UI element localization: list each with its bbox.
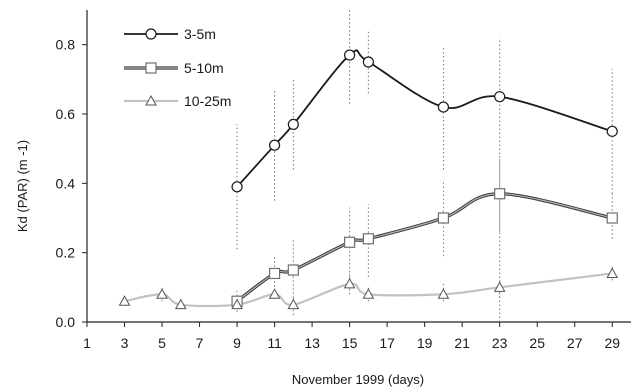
x-tick-label: 27 <box>567 335 583 351</box>
marker-10-25m <box>174 298 187 310</box>
marker-10-25m <box>156 288 168 299</box>
series-line-10-25m <box>124 272 613 308</box>
marker-3-5m <box>362 56 374 68</box>
x-tick-label: 25 <box>529 335 545 351</box>
legend-label-10-25m: 10-25m <box>184 93 231 109</box>
marker-5-10m <box>606 212 618 224</box>
x-tick-label: 23 <box>492 335 508 351</box>
x-tick-label: 5 <box>158 335 166 351</box>
legend-label-5-10m: 5-10m <box>184 60 224 76</box>
x-tick-label: 17 <box>379 335 395 351</box>
marker-5-10m <box>287 264 299 276</box>
marker-10-25m <box>606 267 619 278</box>
legend: 3-5m 5-10m 10-25m <box>124 26 231 109</box>
marker-3-5m <box>494 91 506 103</box>
x-tick-label: 19 <box>417 335 433 351</box>
marker-10-25m <box>231 298 243 310</box>
y-tick-label: 0.6 <box>56 106 76 122</box>
legend-marker-3-5m <box>145 28 157 40</box>
marker-3-5m <box>231 181 243 193</box>
y-tick-label: 0.8 <box>56 37 76 53</box>
x-tick-label: 7 <box>196 335 204 351</box>
marker-5-10m <box>437 212 450 224</box>
y-tick-label: 0.0 <box>56 314 76 330</box>
plot-frame <box>86 10 631 323</box>
x-axis-title: November 1999 (days) <box>292 372 424 387</box>
x-tick-label: 1 <box>83 335 91 351</box>
legend-marker-10-25m <box>145 94 157 106</box>
marker-3-5m <box>344 49 356 61</box>
x-tick-label: 13 <box>304 335 320 351</box>
y-axis-title: Kd (PAR) (m -1) <box>15 140 30 232</box>
marker-5-10m <box>268 267 281 280</box>
marker-10-25m <box>362 288 375 299</box>
marker-5-10m <box>344 236 356 248</box>
x-tick-label: 29 <box>604 335 620 351</box>
marker-3-5m <box>268 139 281 151</box>
marker-10-25m <box>437 288 450 299</box>
marker-3-5m <box>437 101 450 113</box>
x-tick-label: 9 <box>233 335 241 351</box>
marker-10-25m <box>287 298 300 310</box>
axis-ticks: 1 3 5 7 9 11 13 15 17 19 21 23 25 27 290.00.20.40.60.8 <box>56 37 621 351</box>
data-markers <box>118 49 619 310</box>
x-tick-label: 3 <box>121 335 129 351</box>
marker-10-25m <box>268 288 281 299</box>
y-tick-label: 0.4 <box>56 175 76 191</box>
y-tick-label: 0.2 <box>56 245 76 261</box>
legend-label-3-5m: 3-5m <box>184 26 216 42</box>
x-tick-label: 15 <box>342 335 358 351</box>
legend-marker-5-10m <box>145 62 157 74</box>
marker-3-5m <box>287 118 299 131</box>
series-line-3-5m <box>236 49 613 188</box>
marker-5-10m <box>362 233 374 245</box>
marker-3-5m <box>606 125 618 137</box>
marker-10-25m <box>118 295 131 306</box>
x-tick-label: 21 <box>454 335 470 351</box>
marker-5-10m <box>494 188 506 200</box>
marker-10-25m <box>343 277 356 289</box>
marker-10-25m <box>493 281 506 292</box>
x-tick-label: 11 <box>267 335 282 351</box>
